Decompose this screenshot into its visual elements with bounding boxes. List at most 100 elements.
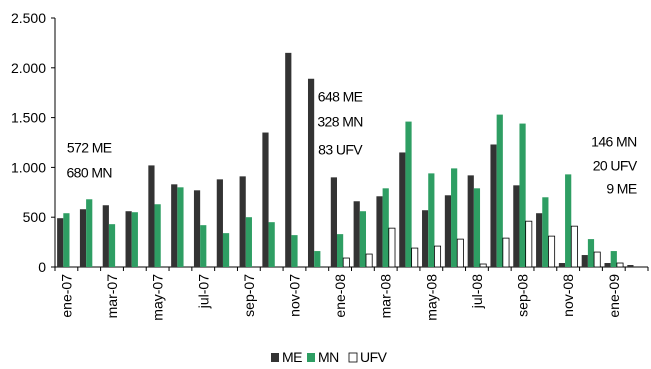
bar-me-abr-07 bbox=[125, 211, 132, 267]
bar-mn-may-07 bbox=[154, 204, 161, 267]
bar-ufv-nov-08 bbox=[570, 225, 578, 268]
bar-mn-mar-07 bbox=[108, 224, 116, 267]
x-tick-label: ene-07 bbox=[58, 274, 74, 318]
bar-mn-oct-07 bbox=[268, 222, 275, 267]
x-tick-label: jul-08 bbox=[469, 274, 485, 309]
x-tick-label: may-08 bbox=[423, 274, 439, 321]
bar-mn-jul-08 bbox=[473, 188, 481, 267]
bar-me-sep-07 bbox=[239, 176, 246, 267]
bar-me-ene-09 bbox=[604, 263, 611, 267]
bar-me-may-08 bbox=[422, 210, 429, 267]
bar-mn-jun-07 bbox=[177, 187, 184, 267]
y-tick-label: 1.000 bbox=[11, 159, 46, 175]
bar-ufv-may-08 bbox=[434, 245, 442, 268]
x-tick-label: may-07 bbox=[150, 274, 166, 321]
bar-mn-abr-07 bbox=[131, 212, 138, 267]
bar-me-jul-08 bbox=[467, 175, 474, 267]
annotation-label: 9 ME bbox=[606, 180, 637, 196]
bar-ufv-jul-08 bbox=[479, 263, 487, 268]
bar-mn-nov-08 bbox=[565, 174, 572, 267]
bar-me-dic-08 bbox=[581, 255, 588, 267]
bar-ufv-dic-08 bbox=[593, 251, 601, 268]
x-tick-label: sep-07 bbox=[241, 274, 257, 317]
x-tick-label: mar-08 bbox=[378, 274, 394, 319]
x-tick-label: ene-09 bbox=[606, 274, 622, 318]
bar-mn-nov-07 bbox=[291, 235, 298, 267]
annotation-label: 572 ME bbox=[67, 139, 112, 155]
axes: 0 500 1.000 1.500 2.000 2.500 ene-07 mar-07 may-… bbox=[11, 10, 649, 321]
bar-mn-oct-08 bbox=[542, 197, 549, 267]
x-tick-label: nov-07 bbox=[286, 274, 302, 317]
x-tick-label: jul-07 bbox=[195, 274, 211, 309]
y-tick-label: 1.500 bbox=[11, 110, 46, 126]
bar-me-oct-08 bbox=[536, 213, 543, 267]
bar-mn-abr-08 bbox=[405, 121, 412, 267]
bars bbox=[57, 52, 634, 268]
bar-me-ene-08 bbox=[330, 177, 337, 267]
bar-mn-jul-07 bbox=[200, 225, 207, 267]
bar-mn-dic-08 bbox=[587, 239, 595, 267]
bar-me-feb-09 bbox=[627, 265, 634, 267]
bar-me-abr-08 bbox=[399, 152, 406, 267]
bar-mn-ene-09 bbox=[610, 251, 617, 267]
bar-me-ene-07 bbox=[57, 218, 64, 267]
y-tick-label: 0 bbox=[38, 259, 46, 275]
bar-me-mar-07 bbox=[102, 205, 109, 267]
legend-label-ufv: UFV bbox=[360, 349, 388, 365]
annotation-label: 83 UFV bbox=[318, 141, 363, 157]
bar-mn-ago-08 bbox=[496, 114, 503, 267]
bar-me-sep-08 bbox=[513, 185, 520, 267]
annotations: 572 ME 680 MN 648 ME 328 MN 83 UFV 146 MN 20 U… bbox=[67, 89, 639, 197]
bar-me-ago-08 bbox=[490, 144, 497, 267]
legend: ME MN UFV bbox=[271, 349, 388, 365]
bar-mn-feb-07 bbox=[86, 199, 93, 267]
y-tick-label: 2.500 bbox=[11, 10, 46, 26]
x-tick-label: mar-07 bbox=[104, 274, 120, 319]
legend-swatch-mn bbox=[307, 353, 315, 362]
bar-mn-sep-08 bbox=[519, 123, 526, 268]
bar-ufv-ene-08 bbox=[342, 257, 350, 268]
bar-mn-mar-08 bbox=[382, 188, 389, 267]
bar-me-may-07 bbox=[148, 165, 155, 267]
bar-ufv-abr-08 bbox=[411, 247, 419, 268]
annotation-label: 328 MN bbox=[317, 114, 362, 130]
legend-swatch-me bbox=[271, 353, 279, 362]
bar-me-jun-07 bbox=[171, 184, 178, 267]
bar-mn-feb-08 bbox=[359, 211, 367, 267]
bar-ufv-sep-08 bbox=[525, 220, 533, 268]
x-tick-label: nov-08 bbox=[560, 274, 576, 317]
legend-swatch-ufv bbox=[348, 352, 358, 363]
bar-me-feb-08 bbox=[353, 201, 360, 267]
bar-mn-jun-08 bbox=[451, 168, 458, 267]
bar-mn-sep-07 bbox=[245, 217, 252, 267]
bar-me-ago-07 bbox=[216, 179, 223, 267]
bar-ufv-ago-08 bbox=[502, 237, 510, 268]
annotation-label: 20 UFV bbox=[593, 157, 638, 173]
bar-mn-may-08 bbox=[428, 173, 435, 267]
bar-ufv-jun-08 bbox=[456, 238, 464, 268]
bar-me-feb-07 bbox=[79, 209, 87, 267]
bar-me-oct-07 bbox=[262, 132, 269, 267]
bar-mn-ene-08 bbox=[336, 234, 344, 267]
bar-me-jun-08 bbox=[444, 195, 452, 267]
bar-ufv-mar-08 bbox=[388, 227, 396, 268]
bar-me-jul-07 bbox=[193, 190, 201, 267]
legend-label-mn: MN bbox=[318, 349, 339, 365]
bar-mn-ago-07 bbox=[222, 233, 230, 267]
bar-ufv-oct-08 bbox=[548, 235, 556, 268]
bar-mn-ene-07 bbox=[63, 213, 70, 267]
y-tick-label: 2.000 bbox=[11, 60, 46, 76]
x-tick-label: sep-08 bbox=[515, 274, 531, 317]
bar-me-nov-08 bbox=[558, 263, 566, 267]
bar-me-nov-07 bbox=[285, 52, 292, 267]
bar-me-mar-08 bbox=[376, 196, 383, 267]
bar-me-dic-07 bbox=[307, 78, 315, 267]
bar-ufv-feb-08 bbox=[365, 253, 373, 268]
x-tick-label: ene-08 bbox=[332, 274, 348, 318]
annotation-label: 680 MN bbox=[67, 164, 112, 180]
bar-mn-dic-07 bbox=[314, 251, 321, 267]
annotation-label: 648 ME bbox=[318, 89, 363, 105]
legend-label-me: ME bbox=[282, 349, 302, 365]
y-tick-label: 500 bbox=[23, 209, 47, 225]
